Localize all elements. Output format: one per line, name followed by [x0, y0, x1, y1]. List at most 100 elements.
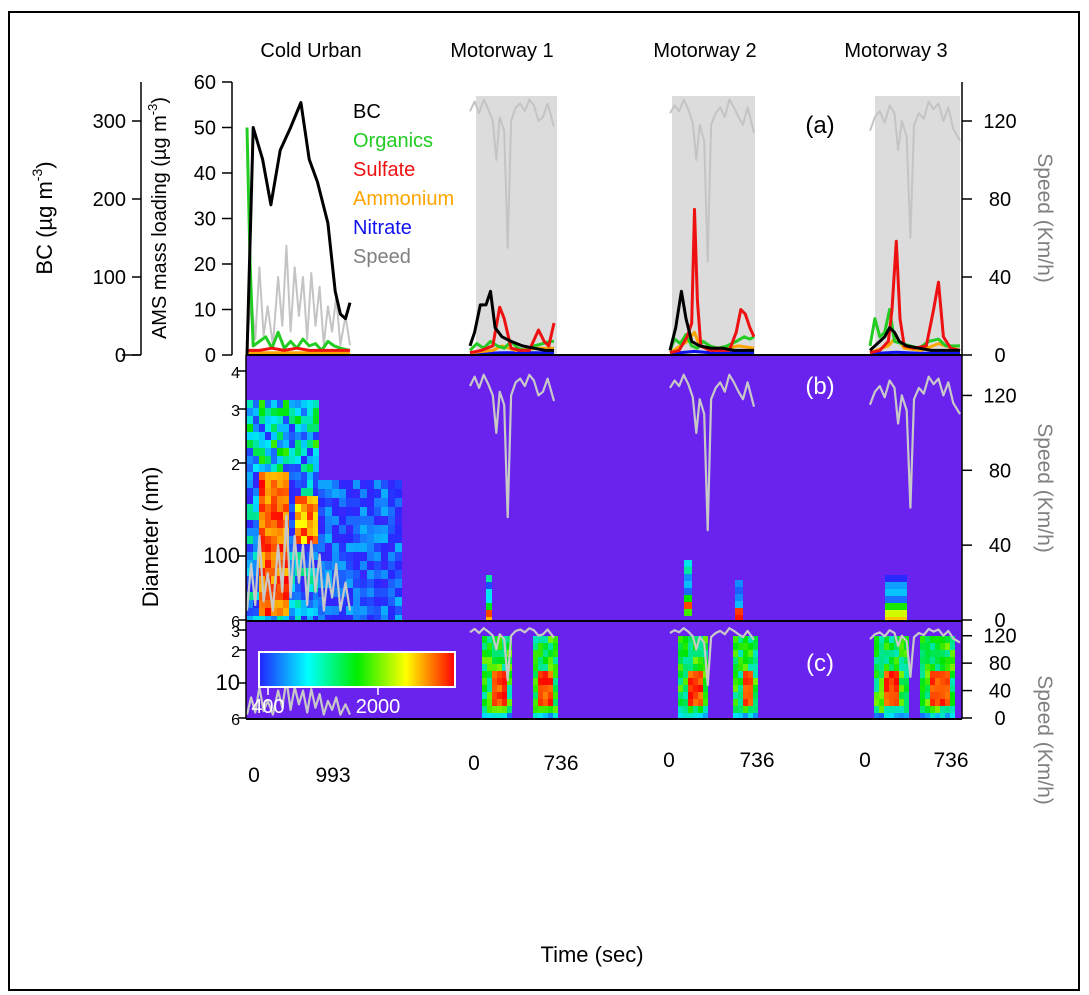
heatmap-c-cell	[497, 671, 502, 678]
heatmap-b-cell	[271, 480, 277, 488]
heatmap-c-cell	[925, 713, 930, 720]
heatmap-b-cell	[313, 480, 319, 488]
heatmap-c-cell	[698, 650, 703, 657]
heatmap-c-cell	[678, 699, 683, 706]
heatmap-b-cell	[388, 597, 395, 606]
heatmap-b-cell	[346, 588, 353, 597]
heatmap-c-cell	[940, 643, 945, 650]
heatmap-c-cell	[678, 650, 683, 657]
heatmap-c-cell	[753, 636, 758, 643]
heatmap-b-cell	[339, 615, 346, 624]
heatmap-b-cell	[307, 424, 313, 432]
heatmap-b-cell	[277, 432, 283, 440]
speed-overlay-segment-1	[245, 514, 352, 612]
heatmap-b-cell	[367, 498, 374, 507]
heatmap-b-cell	[325, 552, 332, 561]
heatmap-c-cell	[879, 685, 884, 692]
heatmap-c-cell	[879, 636, 884, 643]
heatmap-c-cell	[904, 664, 909, 671]
heatmap-c-cell	[950, 657, 955, 664]
heatmap-b-cell	[259, 400, 265, 408]
colorbar-tick-label-low: 400	[251, 696, 284, 718]
heatmap-c-cell	[738, 664, 743, 671]
heatmap-b-cell	[486, 596, 492, 603]
heatmap-b-cell	[395, 507, 402, 516]
heatmap-b-cell	[289, 608, 295, 616]
heatmap-b-cell	[339, 561, 346, 570]
heatmap-c-cell	[920, 650, 925, 657]
heatmap-b-cell	[265, 528, 271, 536]
heatmap-c-cell	[678, 706, 683, 713]
heatmap-c-cell	[678, 636, 683, 643]
heatmap-c-cell	[884, 713, 889, 720]
heatmap-b-cell	[339, 534, 346, 543]
heatmap-b-cell	[277, 488, 283, 496]
heatmap-c-cell	[879, 678, 884, 685]
heatmap-b-cell	[295, 512, 301, 520]
heatmap-b-cell	[277, 408, 283, 416]
heatmap-b-cell	[283, 424, 289, 432]
heatmap-b-cell	[367, 597, 374, 606]
heatmap-b-cell	[395, 570, 402, 579]
heatmap-c-cell	[548, 650, 553, 657]
heatmap-b-cell	[346, 561, 353, 570]
heatmap-b-cell	[283, 504, 289, 512]
heatmap-c-cell	[753, 664, 758, 671]
heatmap-b-cell	[283, 584, 289, 592]
heatmap-b-cell	[346, 507, 353, 516]
heatmap-b-cell	[374, 489, 381, 498]
heatmap-b-cell	[367, 552, 374, 561]
heatmap-c-cell	[945, 636, 950, 643]
heatmap-b-cell	[381, 597, 388, 606]
heatmap-b-cell	[353, 480, 360, 489]
heatmap-b-cell	[374, 543, 381, 552]
heatmap-c-cell	[693, 636, 698, 643]
heatmap-b-cell	[313, 512, 319, 520]
heatmap-c-cell	[698, 671, 703, 678]
heatmap-c-cell	[482, 650, 487, 657]
heatmap-b-cell	[332, 480, 339, 489]
ams-tick-label: 10	[194, 300, 216, 322]
heatmap-c-cell	[502, 699, 507, 706]
heatmap-c-cell	[482, 685, 487, 692]
heatmap-c-cell	[733, 692, 738, 699]
heatmap-c-cell	[925, 678, 930, 685]
heatmap-b-cell	[885, 610, 907, 617]
heatmap-b-cell	[395, 489, 402, 498]
heatmap-c-cell	[533, 636, 538, 643]
heatmap-b-cell	[265, 456, 271, 464]
heatmap-c-cell	[950, 685, 955, 692]
heatmap-b-cell	[684, 574, 692, 581]
heatmap-b-cell	[395, 552, 402, 561]
heatmap-c-cell	[683, 636, 688, 643]
heatmap-c-cell	[874, 678, 879, 685]
heatmap-c-cell	[507, 685, 512, 692]
heatmap-b-cell	[259, 496, 265, 504]
heatmap-c-cell	[492, 699, 497, 706]
heatmap-b-cell	[247, 472, 253, 480]
heatmap-c-cell	[482, 664, 487, 671]
heatmap-b-cell	[295, 408, 301, 416]
heatmap-b-cell	[271, 488, 277, 496]
heatmap-b-cell	[374, 615, 381, 624]
heatmap-b-cell	[307, 480, 313, 488]
heatmap-b-cell	[301, 416, 307, 424]
heatmap-c-cell	[482, 643, 487, 650]
heatmap-b-cell	[271, 456, 277, 464]
heatmap-b-cell	[247, 528, 253, 536]
diameter-tick-label: 2	[231, 457, 240, 474]
heatmap-b-cell	[295, 400, 301, 408]
heatmap-b-cell	[388, 615, 395, 624]
heatmap-b-cell	[353, 552, 360, 561]
heatmap-c-cell	[678, 664, 683, 671]
heatmap-c-cell	[945, 685, 950, 692]
heatmap-b-cell	[295, 552, 301, 560]
heatmap-b-cell	[367, 525, 374, 534]
heatmap-b-cell	[735, 608, 743, 615]
heatmap-b-cell	[885, 582, 907, 589]
heatmap-c-cell	[753, 713, 758, 720]
heatmap-c-cell	[874, 664, 879, 671]
series-nitrate-segment-2	[469, 351, 554, 356]
legend-entry-nitrate: Nitrate	[353, 217, 412, 239]
heatmap-b-cell	[313, 400, 319, 408]
